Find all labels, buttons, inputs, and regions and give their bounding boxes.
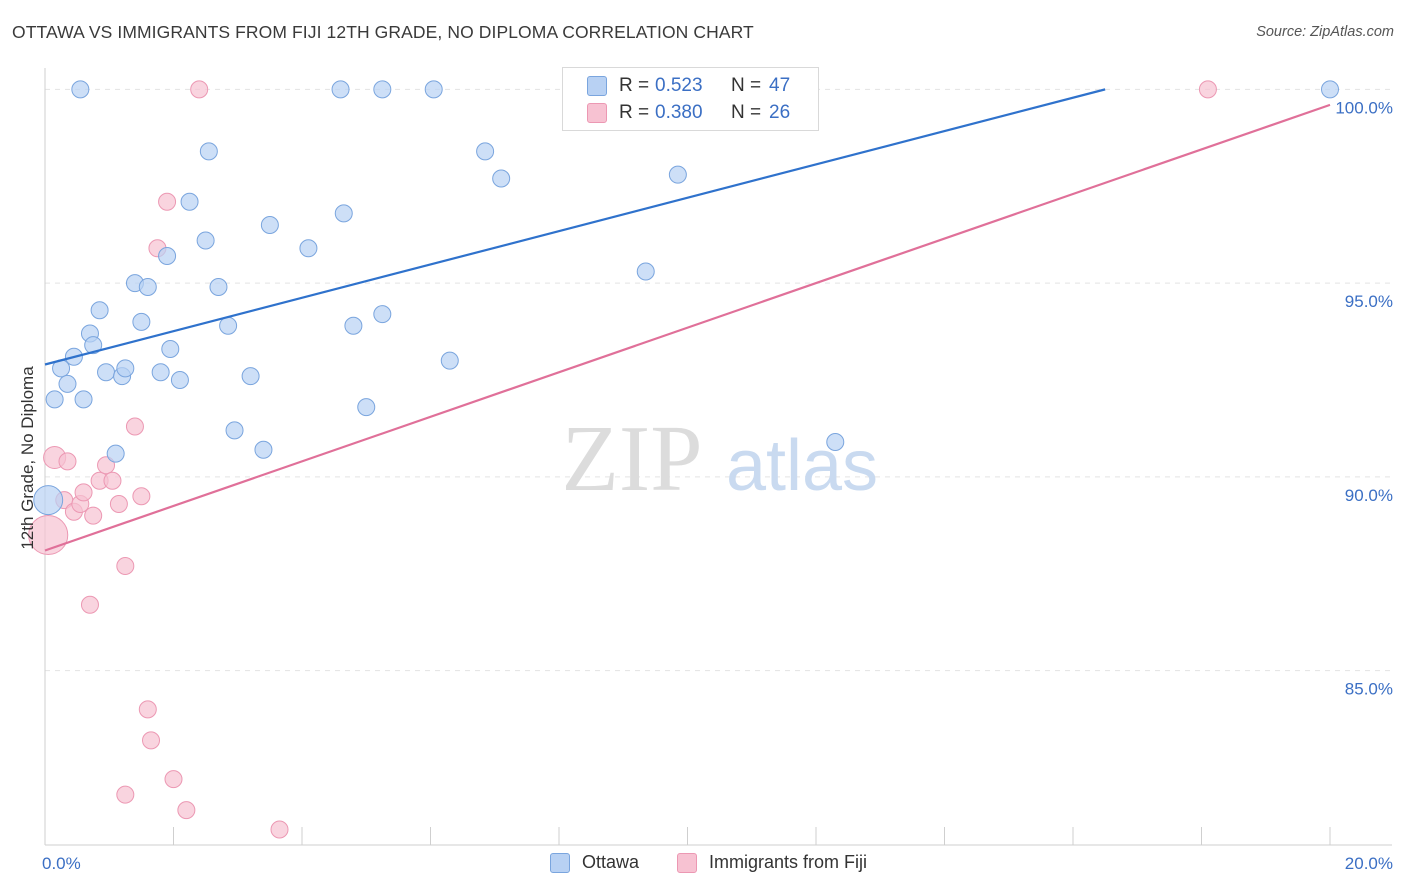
ottawa-point: [668, 165, 687, 184]
chart-title: OTTAWA VS IMMIGRANTS FROM FIJI 12TH GRAD…: [12, 22, 754, 42]
watermark: ZIP atlas: [562, 407, 879, 511]
ottawa-point: [158, 247, 177, 265]
watermark-zip: ZIP: [562, 407, 703, 511]
legend-item-ottawa[interactable]: Ottawa: [550, 852, 639, 873]
ottawa-point: [33, 485, 64, 516]
legend-n-label: N =: [731, 75, 762, 96]
x-tick-label: 20.0%: [1345, 854, 1393, 873]
series-fiji: [28, 80, 1217, 839]
ottawa-point: [45, 390, 64, 409]
ottawa-point: [241, 367, 260, 386]
fiji-point: [177, 801, 196, 820]
ottawa-point: [424, 80, 443, 99]
fiji-point: [164, 770, 183, 789]
trendlines: [44, 88, 1331, 552]
y-axis-label: 12th Grade, No Diploma: [18, 366, 37, 550]
ottawa-point: [254, 440, 273, 459]
legend-item-fiji[interactable]: Immigrants from Fiji: [677, 852, 867, 873]
ottawa-point: [199, 142, 218, 161]
correlation-legend: R = 0.523 N = 47 R = 0.380 N = 26: [562, 67, 819, 131]
y-tick-label: 95.0%: [1345, 292, 1393, 311]
ottawa-swatch: [587, 76, 607, 96]
ottawa-point: [373, 305, 392, 324]
watermark-atlas: atlas: [726, 426, 878, 506]
fiji-point: [1198, 80, 1217, 99]
ottawa-swatch: [550, 852, 570, 873]
fiji-point: [58, 452, 77, 471]
ottawa-point: [71, 80, 90, 99]
ottawa-point: [84, 336, 103, 355]
ottawa-trendline: [44, 88, 1106, 366]
ottawa-point: [161, 340, 180, 358]
gridlines: [45, 88, 1392, 672]
ottawa-point: [151, 363, 170, 382]
ottawa-point: [1321, 80, 1339, 99]
ottawa-point: [373, 80, 392, 99]
fiji-point: [125, 417, 144, 436]
fiji-point: [270, 820, 289, 839]
legend-label-ottawa: Ottawa: [582, 852, 640, 872]
ottawa-point: [260, 216, 279, 234]
fiji-swatch: [587, 103, 607, 123]
fiji-point: [116, 785, 135, 804]
fiji-point: [190, 80, 209, 99]
y-tick-label: 90.0%: [1345, 486, 1393, 505]
ottawa-point: [492, 169, 511, 188]
ottawa-point: [440, 351, 459, 370]
legend-r-value-fiji: 0.380: [655, 102, 703, 123]
fiji-point: [142, 731, 161, 750]
legend-n-label: N =: [731, 102, 762, 123]
legend-n-value-ottawa: 47: [769, 75, 791, 96]
legend-r-label: R =: [619, 75, 650, 96]
ottawa-point: [170, 371, 189, 389]
ottawa-point: [196, 231, 215, 250]
fiji-point: [103, 471, 122, 490]
ottawa-point: [116, 359, 135, 378]
ottawa-point: [826, 433, 845, 451]
fiji-point: [109, 495, 128, 513]
fiji-point: [116, 557, 135, 575]
ottawa-point: [334, 204, 353, 223]
fiji-trendline: [44, 103, 1331, 552]
fiji-point: [84, 506, 103, 525]
ottawa-point: [90, 301, 109, 320]
ottawa-point: [209, 278, 228, 296]
ottawa-point: [331, 80, 350, 99]
legend-r-value-ottawa: 0.523: [655, 75, 703, 96]
fiji-swatch: [677, 852, 697, 873]
ottawa-point: [357, 398, 376, 417]
ottawa-point: [476, 142, 495, 161]
ottawa-point: [225, 421, 244, 440]
ottawa-point: [106, 444, 125, 463]
fiji-point: [132, 487, 151, 506]
series-legend: Ottawa Immigrants from Fiji: [0, 852, 1406, 878]
legend-r-label: R =: [619, 102, 650, 123]
fiji-point: [80, 595, 99, 614]
ottawa-point: [97, 363, 116, 382]
ottawa-point: [344, 316, 363, 335]
legend-row-fiji: R = 0.380 N = 26: [587, 101, 790, 125]
ottawa-point: [74, 390, 93, 409]
fiji-point: [158, 192, 177, 211]
x-tick-label: 0.0%: [42, 854, 81, 873]
ottawa-point: [636, 262, 655, 281]
ottawa-point: [180, 192, 199, 211]
y-tick-label: 85.0%: [1345, 680, 1393, 699]
ottawa-point: [132, 312, 151, 331]
ottawa-point: [138, 278, 157, 296]
ottawa-point: [58, 374, 77, 393]
legend-n-value-fiji: 26: [769, 102, 791, 123]
legend-label-fiji: Immigrants from Fiji: [709, 852, 868, 872]
fiji-point: [97, 456, 116, 475]
axes: 85.0% 90.0% 95.0% 100.0% 0.0% 20.0%: [42, 68, 1393, 873]
source-credit: Source: ZipAtlas.com: [1256, 24, 1394, 40]
fiji-point: [74, 483, 93, 502]
fiji-point: [138, 700, 157, 719]
ottawa-point: [299, 239, 318, 258]
y-tick-label: 100.0%: [1335, 98, 1393, 117]
ottawa-point: [219, 316, 238, 335]
fiji-point: [28, 514, 69, 556]
legend-row-ottawa: R = 0.523 N = 47: [587, 74, 790, 98]
